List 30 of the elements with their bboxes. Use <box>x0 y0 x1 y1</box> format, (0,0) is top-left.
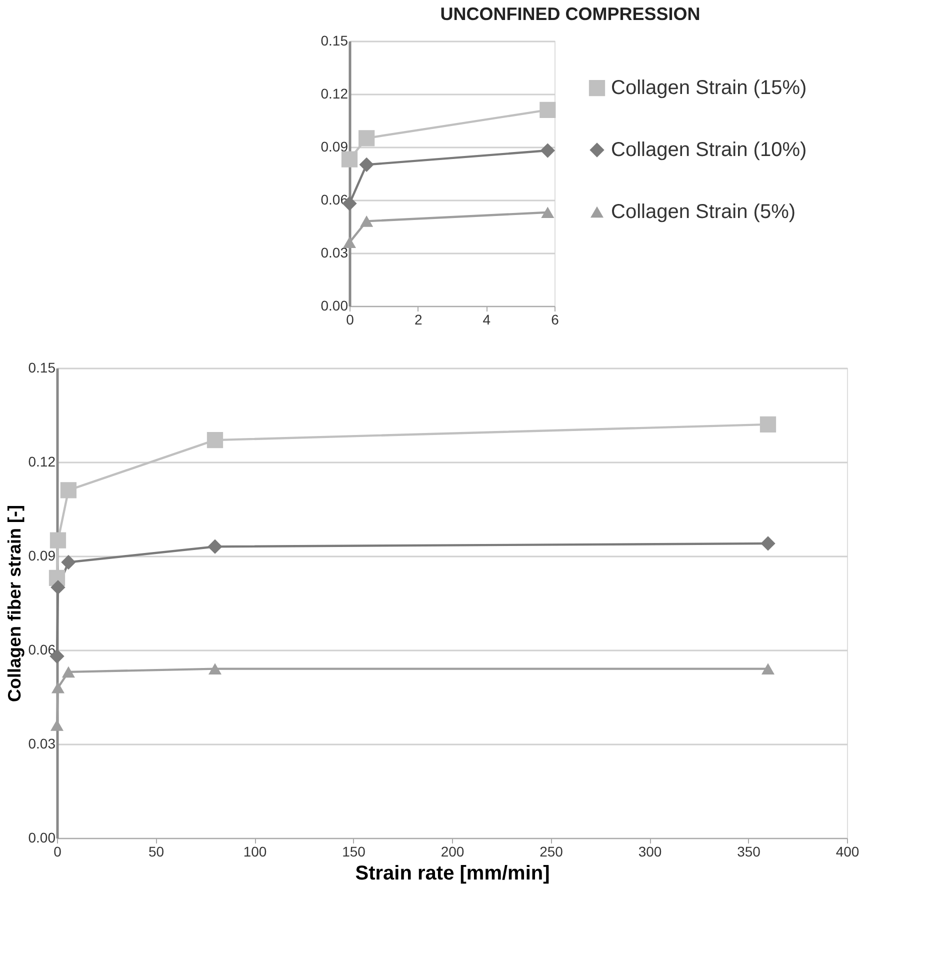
x-tick-label: 300 <box>638 844 662 860</box>
x-tick-label: 0 <box>54 844 62 860</box>
x-tick-label: 400 <box>836 844 860 860</box>
y-tick-label: 0.00 <box>320 298 348 314</box>
legend-label: Collagen Strain (15%) <box>611 77 807 99</box>
x-axis-title: Strain rate [mm/min] <box>355 862 550 884</box>
y-tick-label: 0.12 <box>28 454 56 470</box>
chart-title: UNCONFINED COMPRESSION <box>440 4 700 24</box>
y-tick-label: 0.09 <box>320 138 348 154</box>
x-tick-label: 6 <box>551 312 560 328</box>
x-tick-label: 0 <box>346 312 354 328</box>
legend-label: Collagen Strain (5%) <box>611 201 796 223</box>
x-tick-label: 100 <box>243 844 267 860</box>
x-tick-label: 50 <box>148 844 164 860</box>
x-tick-label: 350 <box>737 844 761 860</box>
y-tick-label: 0.15 <box>320 32 348 48</box>
legend-label: Collagen Strain (10%) <box>611 139 807 161</box>
x-tick-label: 4 <box>482 312 491 328</box>
y-tick-label: 0.12 <box>320 86 348 102</box>
y-tick-label: 0.00 <box>28 830 56 846</box>
x-tick-label: 2 <box>414 312 422 328</box>
y-tick-label: 0.03 <box>320 244 348 260</box>
x-tick-label: 250 <box>540 844 564 860</box>
x-tick-label: 150 <box>342 844 366 860</box>
x-tick-label: 200 <box>440 844 464 860</box>
y-tick-label: 0.09 <box>28 548 56 564</box>
y-tick-label: 0.03 <box>28 736 56 752</box>
y-tick-label: 0.06 <box>28 642 56 658</box>
y-tick-label: 0.15 <box>28 360 56 376</box>
y-axis-title: Collagen fiber strain [-] <box>4 504 24 702</box>
